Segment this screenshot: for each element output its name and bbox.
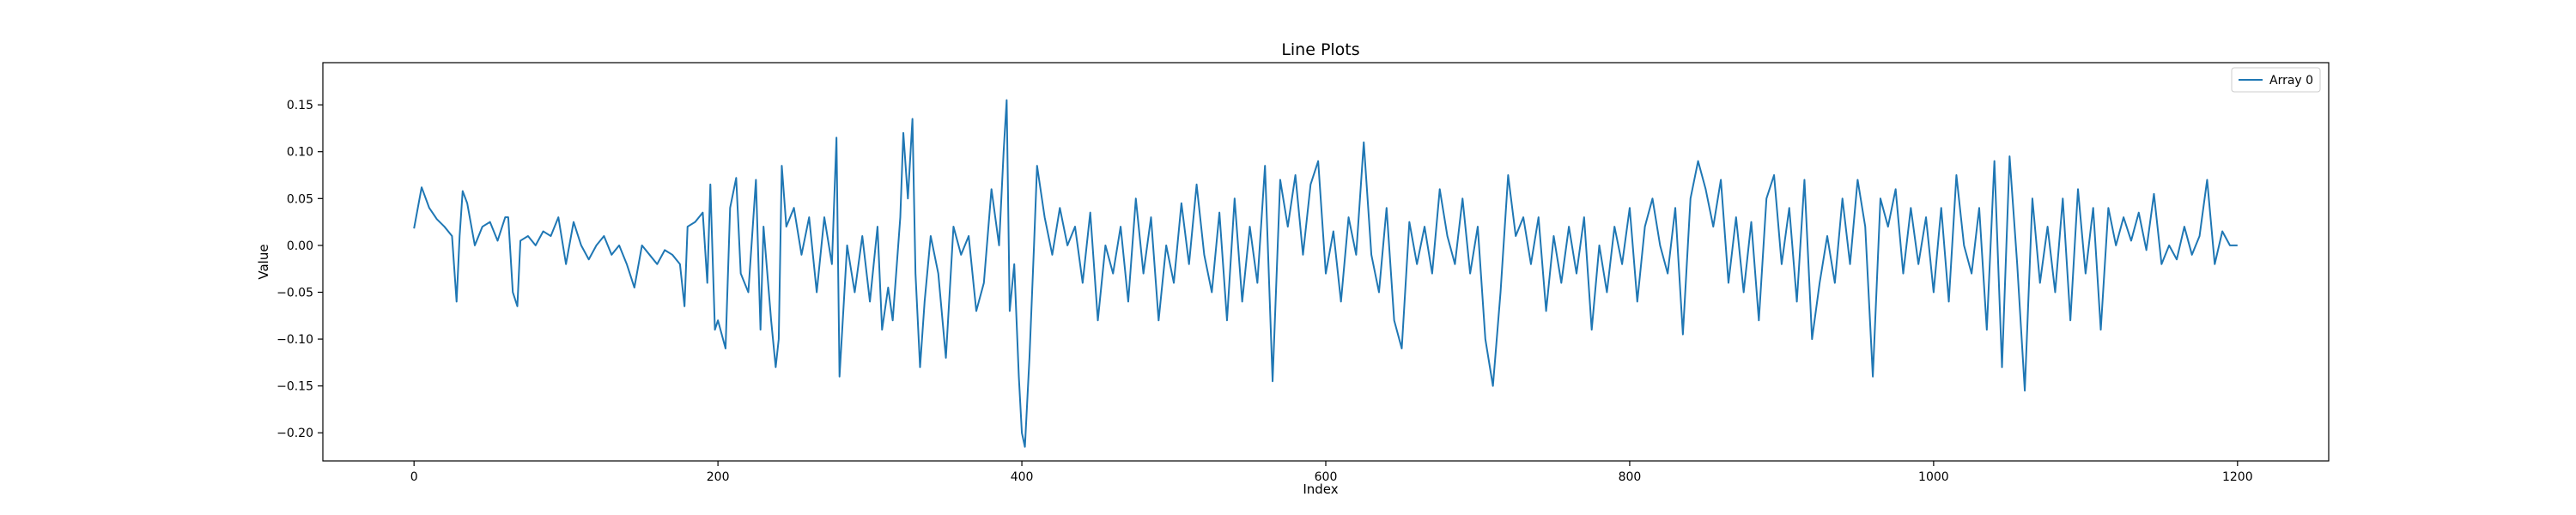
x-tick-label: 600 — [1315, 470, 1338, 484]
x-tick-label: 200 — [707, 470, 730, 484]
y-tick-label: 0.05 — [287, 192, 313, 206]
chart-title: Line Plots — [1281, 40, 1359, 59]
x-tick-label: 1200 — [2222, 470, 2253, 484]
x-tick-label: 0 — [410, 470, 418, 484]
series-line-0 — [413, 99, 2238, 448]
legend-entry: Array 0 — [2269, 74, 2313, 88]
y-tick-label: 0.10 — [287, 146, 313, 160]
plot-area: 0 200 400 600 800 1000 1200 −0.20 −0.15 −0.10 −0.0… — [276, 62, 2330, 484]
y-tick-label: −0.05 — [276, 286, 313, 300]
y-tick-label: −0.15 — [276, 380, 313, 394]
y-tick-label: −0.20 — [276, 427, 313, 440]
x-axis-label: Index — [1303, 482, 1338, 497]
x-tick-label: 1000 — [1918, 470, 1949, 484]
y-tick-label: 0.00 — [287, 239, 313, 253]
x-tick-label: 400 — [1011, 470, 1034, 484]
legend-box — [2231, 67, 2321, 93]
y-tick-label: −0.10 — [276, 333, 313, 347]
x-tick-label: 800 — [1619, 470, 1642, 484]
y-axis-label: Value — [256, 244, 271, 279]
y-tick-label: 0.15 — [287, 99, 313, 112]
legend: Array 0 — [2231, 67, 2321, 93]
